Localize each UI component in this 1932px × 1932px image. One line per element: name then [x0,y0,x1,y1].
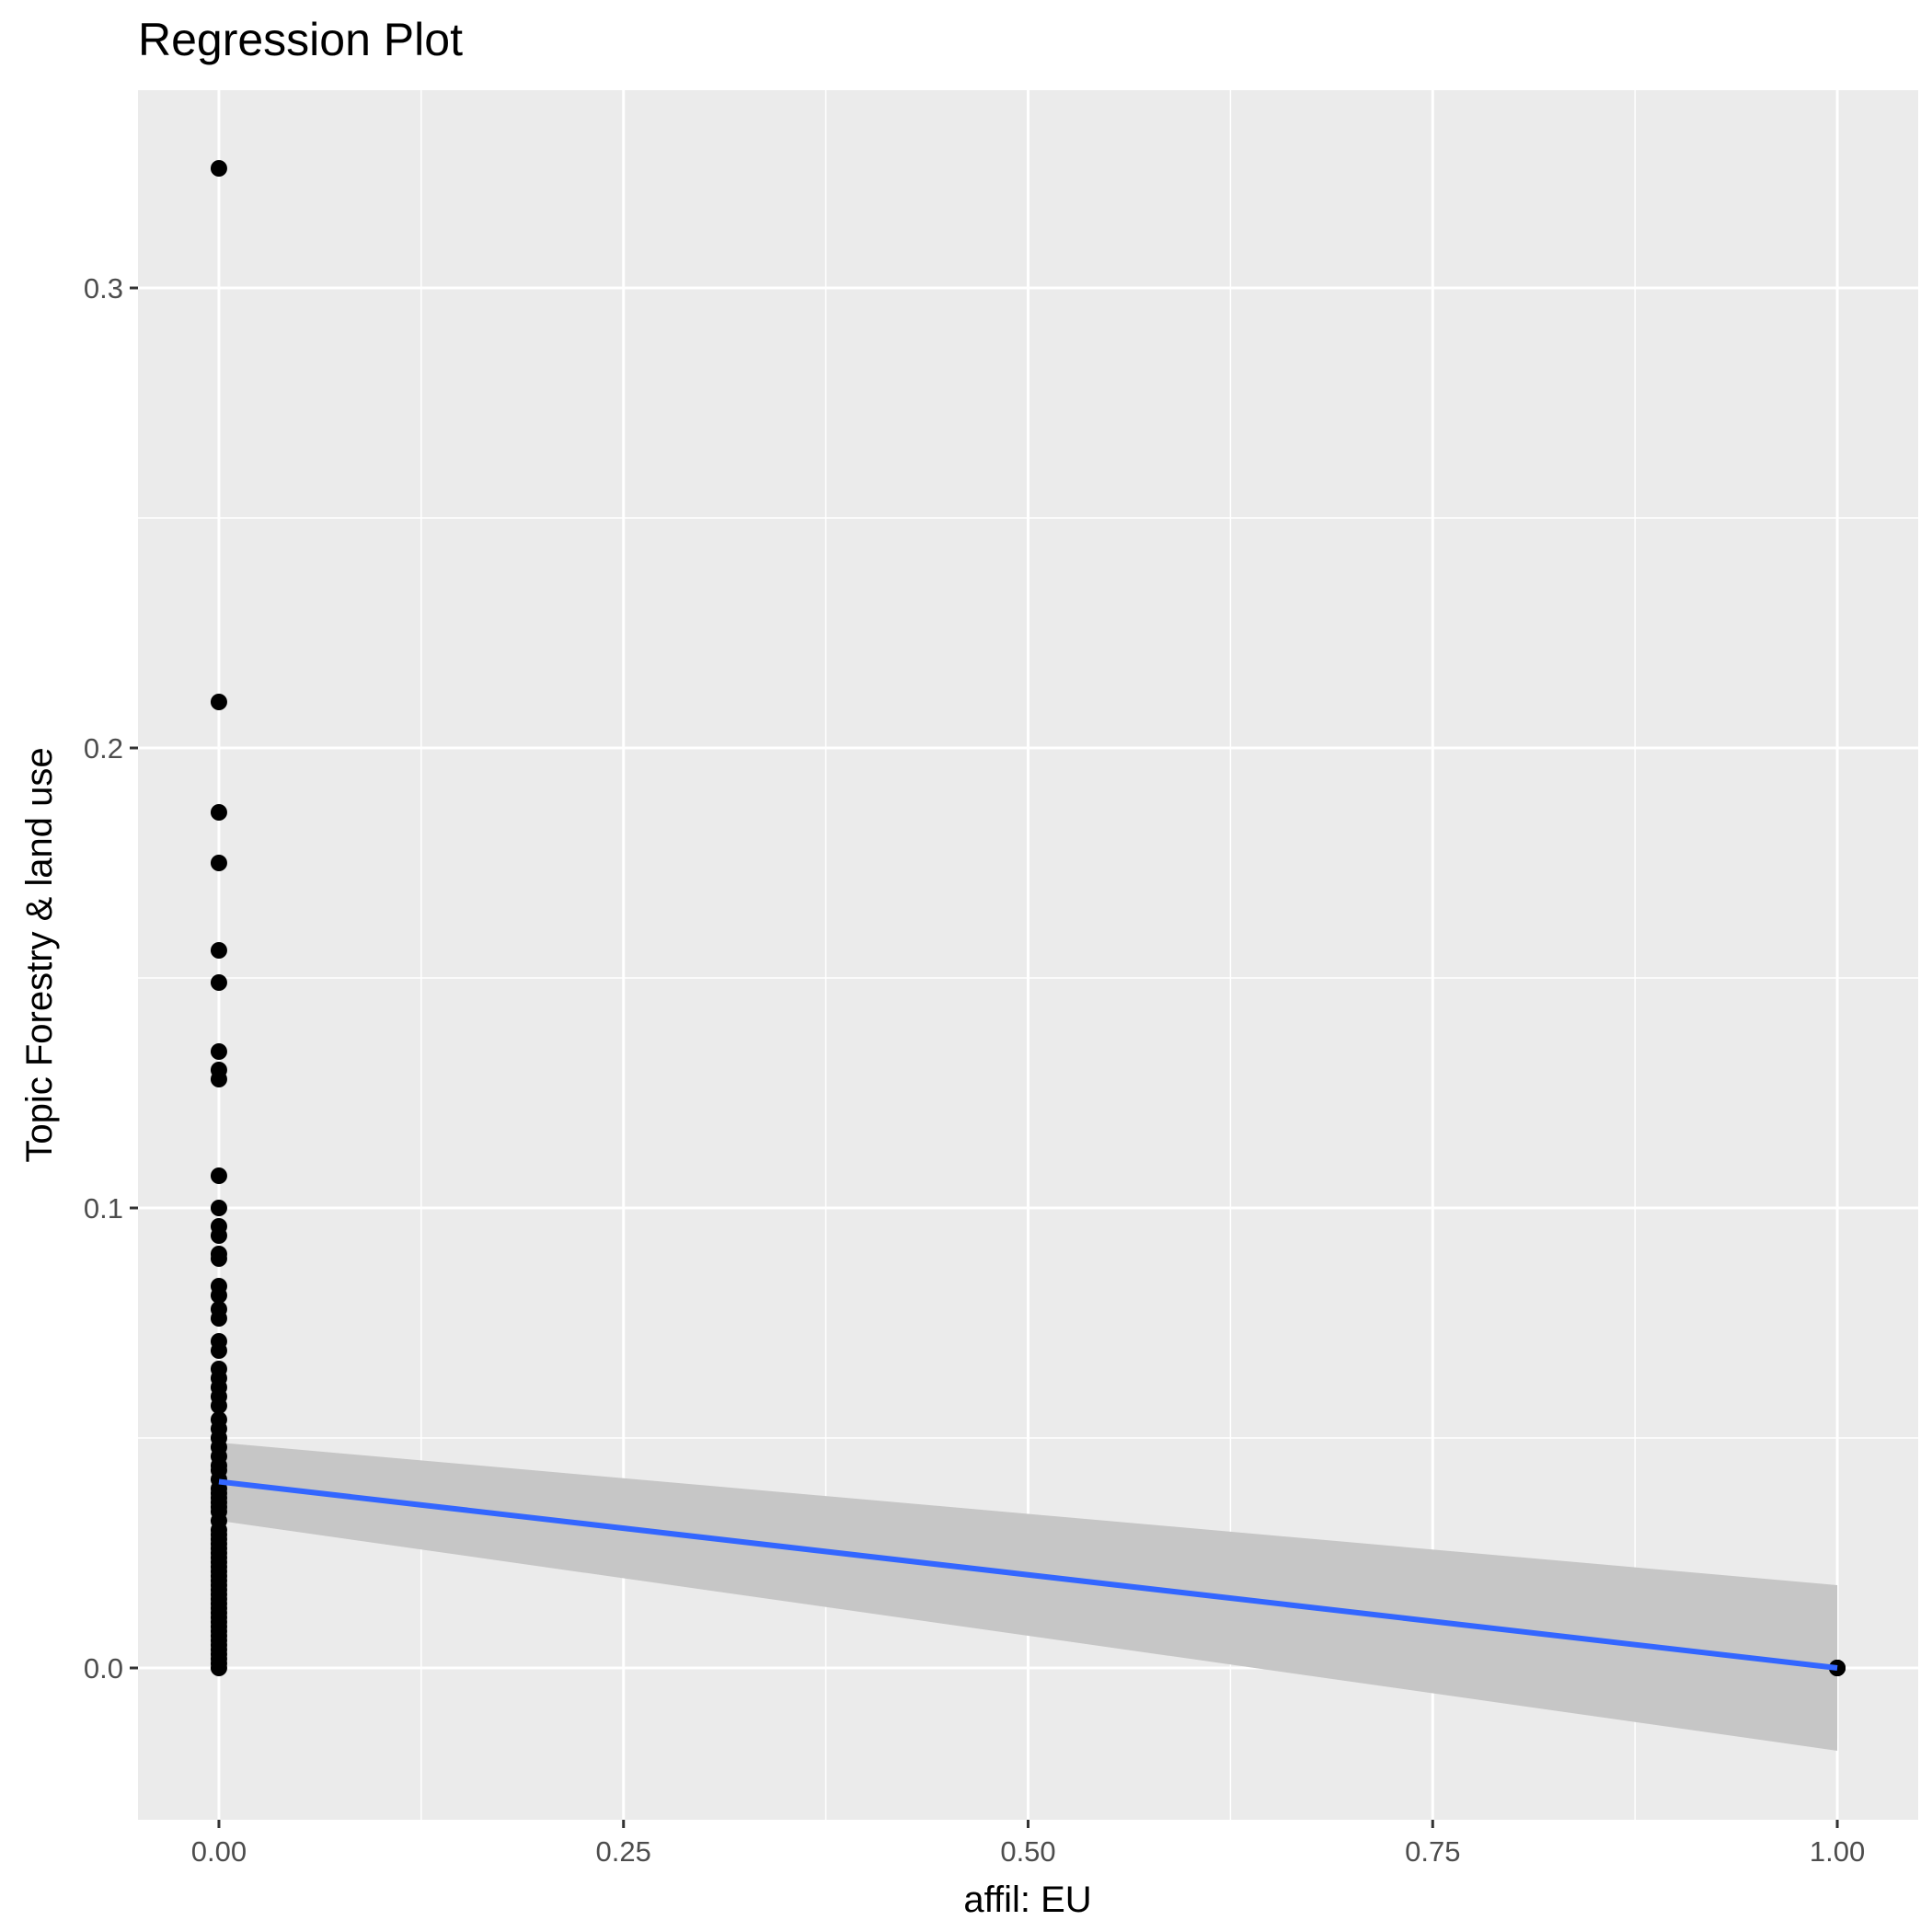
y-axis-title: Topic Forestry & land use [19,747,60,1162]
data-point [210,1342,227,1359]
data-point [210,1287,227,1304]
data-point [210,1043,227,1060]
fit-line-layer [218,1478,1838,1671]
x-tick-label: 0.00 [191,1835,247,1868]
data-point [210,942,227,959]
confidence-band-layer [218,1443,1838,1751]
y-tick-label: 0.3 [84,272,123,305]
data-point [210,974,227,991]
data-point [210,160,227,177]
scatter-points [210,160,1846,1676]
data-point [210,1200,227,1216]
data-point [210,1227,227,1244]
data-point [210,1071,227,1087]
x-axis-title: affil: EU [963,1880,1091,1920]
data-point [210,1310,227,1327]
x-tick-label: 1.00 [1810,1835,1865,1868]
data-point [210,1167,227,1184]
y-tick-label: 0.1 [84,1192,123,1225]
data-point [210,1250,227,1267]
data-point [210,855,227,871]
x-tick-label: 0.75 [1405,1835,1460,1868]
data-point [210,804,227,821]
chart-title: Regression Plot [138,14,463,65]
x-tick-label: 0.50 [1000,1835,1055,1868]
regression-line [218,1478,1838,1671]
data-point [210,1397,227,1414]
data-point [210,694,227,710]
y-tick-label: 0.0 [84,1652,123,1685]
y-tick-label: 0.2 [84,732,123,765]
confidence-band [218,1443,1838,1751]
x-tick-label: 0.25 [596,1835,651,1868]
axes: 0.00 0.25 0.50 0.75 1.00 0.0 0.1 0.2 0.3 [84,272,1865,1868]
data-point [210,1660,227,1676]
